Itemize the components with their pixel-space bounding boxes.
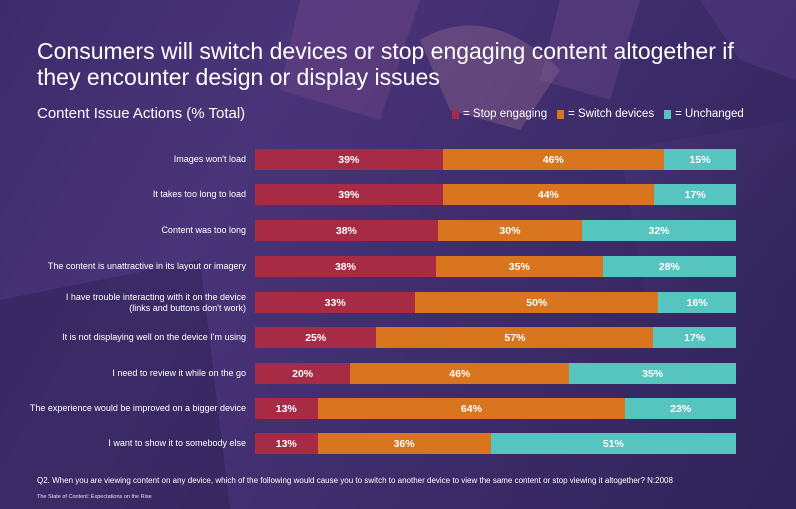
data-label: 50% (526, 296, 548, 309)
data-label: 39% (338, 153, 360, 166)
bar-segment-unchanged: 35% (569, 363, 736, 384)
data-label: 17% (684, 331, 706, 344)
page-title: Consumers will switch devices or stop en… (37, 38, 734, 90)
data-label: 57% (504, 331, 526, 344)
bar-segment-switch-devices: 35% (435, 256, 603, 277)
bar-segment-switch-devices: 46% (350, 363, 570, 384)
source-note: The State of Content: Expectations on th… (37, 494, 152, 500)
bar-row: 38% 30% 32% (255, 220, 736, 241)
bar-row: 38% 35% 28% (255, 256, 736, 277)
data-label: 23% (670, 402, 692, 415)
bar-segment-stop-engaging: 33% (255, 292, 416, 313)
legend-item-switch-devices: = Switch devices (557, 108, 654, 120)
bar-segment-stop-engaging: 38% (255, 220, 438, 241)
bar-row: 13% 36% 51% (255, 433, 736, 454)
data-label: 35% (642, 367, 664, 380)
data-label: 32% (648, 224, 670, 237)
legend-label-unchanged: = Unchanged (675, 108, 744, 120)
bar-row: 39% 44% 17% (255, 184, 736, 205)
bar-row: 13% 64% 23% (255, 398, 736, 419)
survey-footnote: Q2. When you are viewing content on any … (37, 476, 673, 485)
bar-segment-unchanged: 17% (654, 184, 736, 205)
bar-segment-unchanged: 51% (490, 433, 736, 454)
data-label: 35% (508, 260, 530, 273)
data-label: 51% (602, 437, 624, 450)
bar-segment-switch-devices: 50% (415, 292, 659, 313)
bar-segment-switch-devices: 64% (317, 398, 626, 419)
category-label: It is not displaying well on the device … (0, 332, 246, 343)
category-label-line: I want to show it to somebody else (108, 438, 246, 448)
legend-label-switch-devices: = Switch devices (568, 108, 655, 120)
bar-segment-switch-devices: 44% (442, 184, 655, 205)
category-label: I need to review it while on the go (0, 368, 246, 379)
bar-segment-switch-devices: 30% (437, 220, 583, 241)
category-label: I have trouble interacting with it on th… (0, 292, 246, 314)
data-label: 17% (684, 188, 706, 201)
data-label: 64% (460, 402, 482, 415)
data-label: 16% (686, 296, 708, 309)
legend-swatch-unchanged (664, 109, 672, 119)
chart-subtitle: Content Issue Actions (% Total) (37, 105, 246, 122)
data-label: 33% (324, 296, 346, 309)
data-label: 13% (275, 402, 297, 415)
data-label: 36% (393, 437, 415, 450)
bar-segment-unchanged: 15% (663, 149, 736, 170)
category-label-line: Images won't load (173, 154, 246, 164)
data-label: 25% (305, 331, 327, 344)
category-label-line: The experience would be improved on a bi… (29, 403, 246, 413)
legend-swatch-switch-devices (557, 109, 565, 119)
bar-segment-stop-engaging: 20% (255, 363, 351, 384)
bar-row: 33% 50% 16% (255, 292, 736, 313)
category-label-line: (links and buttons don't work) (129, 302, 246, 313)
bar-segment-switch-devices: 57% (376, 327, 654, 348)
legend-label-stop-engaging: = Stop engaging (463, 108, 548, 120)
bar-segment-unchanged: 17% (653, 327, 736, 348)
bar-segment-stop-engaging: 25% (255, 327, 377, 348)
bar-segment-stop-engaging: 38% (255, 256, 436, 277)
data-label: 38% (335, 224, 357, 237)
data-label: 28% (658, 260, 680, 273)
bar-row: 25% 57% 17% (255, 327, 736, 348)
data-label: 46% (542, 153, 564, 166)
category-label: Images won't load (0, 154, 246, 165)
data-label: 13% (275, 437, 297, 450)
data-label: 15% (689, 153, 711, 166)
category-label: It takes too long to load (0, 189, 246, 200)
data-label: 38% (334, 260, 356, 273)
legend-item-unchanged: = Unchanged (664, 108, 744, 120)
bar-row: 39% 46% 15% (255, 149, 736, 170)
category-label-line: I have trouble interacting with it on th… (65, 291, 246, 302)
bar-row: 20% 46% 35% (255, 363, 736, 384)
bar-segment-switch-devices: 36% (317, 433, 491, 454)
category-label: The experience would be improved on a bi… (0, 403, 246, 414)
bar-segment-unchanged: 28% (602, 256, 736, 277)
category-label-line: It takes too long to load (152, 189, 246, 199)
category-label-line: The content is unattractive in its layou… (47, 261, 246, 271)
data-label: 20% (292, 367, 314, 380)
chart-legend: = Stop engaging = Switch devices = Uncha… (452, 108, 744, 120)
category-label-line: It is not displaying well on the device … (62, 332, 246, 342)
category-label: Content was too long (0, 225, 246, 236)
bar-segment-stop-engaging: 39% (255, 184, 443, 205)
data-label: 39% (338, 188, 360, 201)
data-label: 44% (537, 188, 559, 201)
category-label-line: I need to review it while on the go (112, 368, 246, 378)
legend-item-stop-engaging: = Stop engaging (452, 108, 547, 120)
category-label: I want to show it to somebody else (0, 438, 246, 449)
data-label: 46% (449, 367, 471, 380)
category-label-line: Content was too long (161, 225, 246, 235)
data-label: 30% (499, 224, 521, 237)
bar-segment-unchanged: 32% (582, 220, 736, 241)
bar-segment-stop-engaging: 13% (255, 433, 318, 454)
category-label: The content is unattractive in its layou… (0, 261, 246, 272)
bar-segment-stop-engaging: 13% (255, 398, 318, 419)
bar-segment-switch-devices: 46% (442, 149, 664, 170)
bar-segment-stop-engaging: 39% (255, 149, 443, 170)
bar-segment-unchanged: 16% (658, 292, 736, 313)
bar-segment-unchanged: 23% (625, 398, 736, 419)
legend-swatch-stop-engaging (452, 109, 459, 119)
